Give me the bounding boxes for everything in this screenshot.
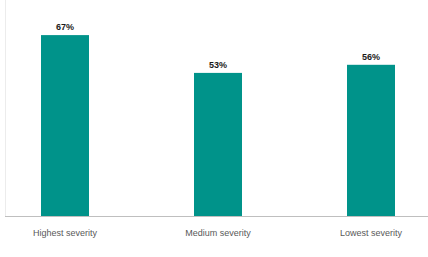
x-tick-label: Lowest severity	[340, 228, 403, 238]
bar	[41, 35, 89, 216]
bars	[41, 35, 395, 216]
data-label: 56%	[362, 52, 380, 62]
chart-container: 67% Highest severity 53% Medium severity 56%…	[0, 0, 428, 257]
bar	[194, 73, 242, 216]
chart-svg: 67% Highest severity 53% Medium severity 56%…	[0, 0, 428, 257]
data-label: 67%	[56, 22, 74, 32]
bar	[347, 65, 395, 216]
y-axis-line	[5, 0, 6, 216]
x-tick-label: Highest severity	[33, 228, 98, 238]
data-label: 53%	[209, 60, 227, 70]
x-axis-line	[5, 216, 428, 217]
labels: 67% Highest severity 53% Medium severity 56%…	[33, 22, 403, 238]
x-tick-label: Medium severity	[185, 228, 251, 238]
